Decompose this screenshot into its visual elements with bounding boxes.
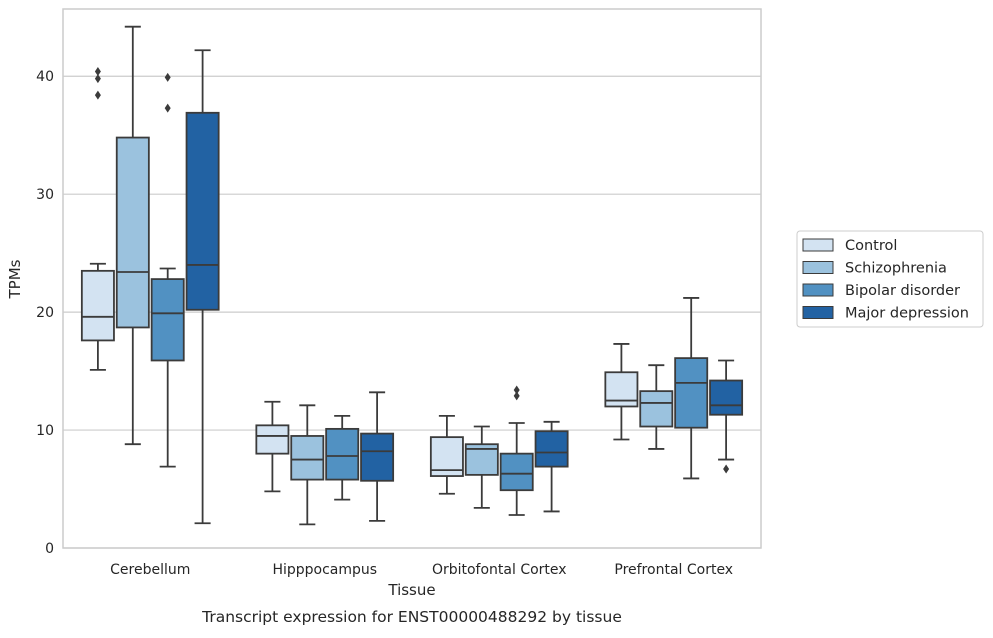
iqr-box [290, 435, 325, 481]
outlier-point [94, 90, 101, 100]
y-tick-label: 0 [45, 541, 54, 557]
iqr-box [534, 430, 569, 468]
iqr-box [639, 390, 674, 428]
plot-frame [62, 8, 762, 549]
y-tick-label: 30 [36, 187, 54, 203]
legend-swatch [802, 283, 834, 297]
x-tick-label: Prefrontal Cortex [614, 562, 733, 578]
box-bipolar-disorder [325, 415, 360, 501]
iqr-box [674, 357, 709, 429]
iqr-box [325, 427, 360, 481]
iqr-box [115, 136, 150, 329]
legend-swatch [802, 261, 834, 274]
legend-label: Schizophrenia [845, 261, 947, 277]
iqr-box [80, 269, 115, 342]
legend-label: Bipolar disorder [845, 283, 960, 299]
x-tick-label: Cerebellum [110, 562, 190, 578]
legend-swatch [802, 238, 834, 252]
outlier-point [164, 103, 171, 113]
boxes [80, 25, 744, 526]
box-control [429, 415, 464, 495]
outlier-point [513, 391, 520, 401]
outlier-point [164, 72, 171, 82]
legend-frame [796, 230, 984, 328]
iqr-box [360, 432, 395, 482]
outlier-point [723, 464, 730, 474]
outlier-point [94, 67, 101, 77]
box-bipolar-disorder [674, 297, 709, 480]
x-axis-ticks: Cerebellum Hipppocampus Orbitofontal Corte… [110, 562, 733, 578]
box-major-depression [185, 49, 220, 525]
x-tick-label: Orbitofontal Cortex [432, 562, 567, 578]
legend-swatch [802, 306, 834, 319]
box-schizophrenia [464, 425, 499, 509]
y-tick-label: 20 [36, 305, 54, 321]
x-axis-label: Tissue [387, 581, 435, 599]
box-major-depression [360, 391, 395, 522]
box-bipolar-disorder [499, 385, 534, 516]
outlier-point [94, 74, 101, 84]
iqr-box [255, 424, 290, 455]
x-tick-label: Hipppocampus [272, 562, 377, 578]
y-tick-label: 10 [36, 423, 54, 439]
iqr-box [185, 111, 220, 311]
box-control [80, 67, 115, 371]
chart-caption: Transcript expression for ENST0000048829… [201, 608, 622, 626]
y-axis-label: TPMs [6, 259, 24, 299]
box-schizophrenia [639, 364, 674, 450]
iqr-box [150, 278, 185, 362]
box-schizophrenia [115, 25, 150, 446]
box-major-depression [534, 420, 569, 513]
box-bipolar-disorder [150, 72, 185, 468]
y-tick-label: 40 [36, 69, 54, 85]
box-major-depression [709, 359, 744, 474]
box-control [604, 343, 639, 441]
box-schizophrenia [290, 404, 325, 526]
legend: Control Schizophrenia Bipolar disorder Majo… [796, 230, 984, 328]
outlier-point [513, 385, 520, 395]
y-axis-ticks: 0 10 20 30 40 [36, 69, 54, 557]
legend-label: Control [845, 238, 897, 254]
box-control [255, 400, 290, 493]
iqr-box [709, 379, 744, 416]
iqr-box [499, 452, 534, 492]
legend-label: Major depression [845, 306, 969, 322]
